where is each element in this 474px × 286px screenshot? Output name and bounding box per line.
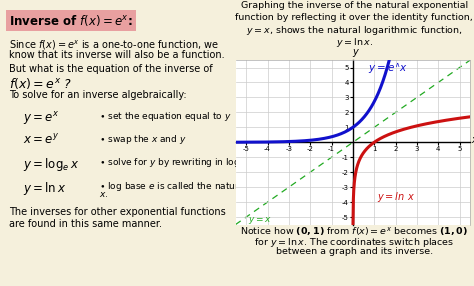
- Text: $y = e^{\wedge}x$: $y = e^{\wedge}x$: [368, 61, 408, 76]
- Text: Inverse of $f(x) = e^x$:: Inverse of $f(x) = e^x$:: [9, 13, 133, 28]
- Text: are found in this same manner.: are found in this same manner.: [9, 219, 163, 229]
- Text: $x$: $x$: [471, 135, 474, 145]
- Text: $y = x$, shows the natural logarithmic function,: $y = x$, shows the natural logarithmic f…: [246, 24, 463, 37]
- Text: To solve for an inverse algebraically:: To solve for an inverse algebraically:: [9, 90, 187, 100]
- Text: $y = \mathit{ln}\ x$: $y = \mathit{ln}\ x$: [377, 190, 415, 204]
- Text: Graphing the inverse of the natural exponential: Graphing the inverse of the natural expo…: [241, 1, 468, 10]
- Text: $x = e^y$: $x = e^y$: [23, 133, 60, 147]
- Text: Notice how $\bf{(0,1)}$ from $f(x) = e^x$ becomes $\bf{(1,0)}$: Notice how $\bf{(0,1)}$ from $f(x) = e^x…: [240, 225, 468, 237]
- Text: $f(x) = e^x$ ?: $f(x) = e^x$ ?: [9, 76, 73, 91]
- Text: Since $f(x) = e^x$ is a one-to-one function, we: Since $f(x) = e^x$ is a one-to-one funct…: [9, 39, 219, 52]
- Text: $\bullet$ log base $e$ is called the natural log, ln: $\bullet$ log base $e$ is called the nat…: [99, 180, 278, 193]
- Text: $\bullet$ solve for $y$ by rewriting in log form: $\bullet$ solve for $y$ by rewriting in …: [99, 156, 264, 169]
- Text: $\bullet$ swap the $x$ and $y$: $\bullet$ swap the $x$ and $y$: [99, 133, 186, 146]
- Text: $y = \log_e x$: $y = \log_e x$: [23, 156, 80, 173]
- Text: between a graph and its inverse.: between a graph and its inverse.: [276, 247, 433, 256]
- Text: But what is the equation of the inverse of: But what is the equation of the inverse …: [9, 64, 213, 74]
- Text: $y = \ln x$.: $y = \ln x$.: [336, 36, 373, 49]
- Text: for $y = \ln x$. The coordinates switch places: for $y = \ln x$. The coordinates switch …: [254, 236, 455, 249]
- Text: $y = e^x$: $y = e^x$: [23, 110, 60, 127]
- Text: $\bullet$ set the equation equal to $y$: $\bullet$ set the equation equal to $y$: [99, 110, 231, 123]
- Text: $y = \ln x$: $y = \ln x$: [23, 180, 67, 197]
- Text: $y$: $y$: [352, 47, 360, 59]
- Text: know that its inverse will also be a function.: know that its inverse will also be a fun…: [9, 50, 225, 60]
- Text: $y = x$: $y = x$: [248, 214, 273, 226]
- Text: $x$.: $x$.: [99, 190, 108, 199]
- Text: The inverses for other exponential functions: The inverses for other exponential funct…: [9, 207, 226, 217]
- Text: function by reflecting it over the identity function,: function by reflecting it over the ident…: [236, 13, 473, 22]
